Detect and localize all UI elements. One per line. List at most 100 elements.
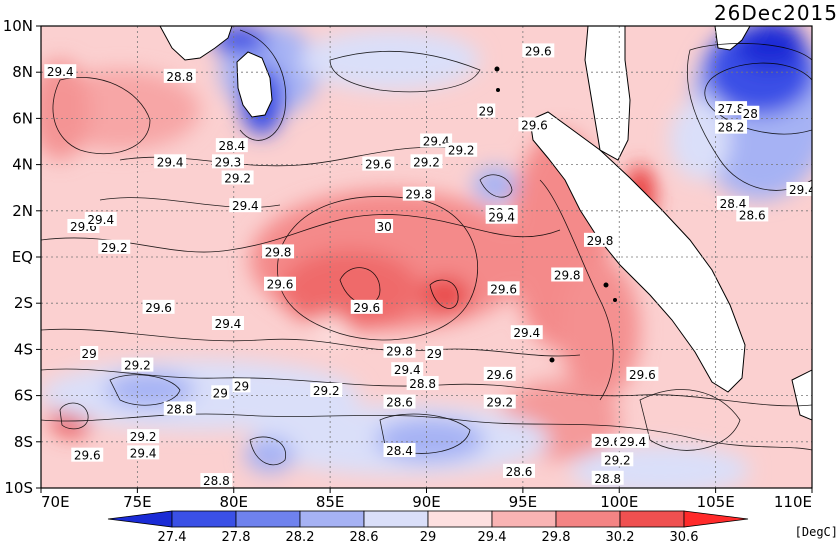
colorbar-segment <box>235 510 301 528</box>
colorbar-label: 29.4 <box>478 530 507 545</box>
svg-text:29.4: 29.4 <box>130 446 157 460</box>
svg-text:28.8: 28.8 <box>409 377 436 391</box>
colorbar-label: 30.6 <box>670 530 699 545</box>
contour-label: 29.6 <box>591 433 624 449</box>
contour-label: 29.2 <box>127 429 160 444</box>
lat-tick-label: 10S <box>4 479 33 497</box>
colorbar-label: 28.2 <box>286 530 315 545</box>
contour-label: 29.6 <box>626 366 659 382</box>
contour-label: 29.4 <box>211 315 244 331</box>
contour-label: 29 <box>80 346 99 361</box>
lat-tick-label: 2S <box>14 294 33 312</box>
svg-text:28: 28 <box>743 107 758 121</box>
contour-label: 29.6 <box>142 299 175 315</box>
svg-text:29: 29 <box>213 386 228 400</box>
contour-label: 29.2 <box>445 142 478 158</box>
colorbar-label: 30.2 <box>606 530 635 545</box>
colorbar-label: 27.4 <box>158 530 187 545</box>
contour-label: 29.6 <box>522 43 555 58</box>
lat-tick-label: 6N <box>12 109 33 127</box>
svg-text:28.6: 28.6 <box>739 208 766 222</box>
contour-label: 29.8 <box>551 267 584 282</box>
contour-label: 29.4 <box>510 325 543 340</box>
colorbar-segment <box>427 510 493 528</box>
contour-label: 29.6 <box>483 366 516 382</box>
contour-label: 29.2 <box>410 154 443 169</box>
colorbar-segment <box>491 510 557 528</box>
contour-label: 29.4 <box>229 198 262 213</box>
contour-label: 29.4 <box>485 209 518 225</box>
contour-label: 29.2 <box>98 239 131 255</box>
svg-text:28.8: 28.8 <box>203 474 230 488</box>
colorbar-label: 28.6 <box>350 530 379 545</box>
svg-text:28.8: 28.8 <box>594 472 621 486</box>
svg-text:29.4: 29.4 <box>87 213 114 227</box>
colorbar-segment <box>683 510 749 528</box>
contour-label: 29 <box>425 346 444 361</box>
svg-text:29: 29 <box>234 379 249 393</box>
svg-text:29.6: 29.6 <box>629 368 656 382</box>
contour-label: 30 <box>375 218 394 234</box>
contour-label: 29.6 <box>518 117 551 132</box>
lon-tick-label: 85E <box>316 493 345 511</box>
svg-text:29.4: 29.4 <box>47 65 74 79</box>
lon-tick-label: 95E <box>509 493 538 511</box>
svg-text:28.8: 28.8 <box>166 402 193 416</box>
contour-label: 29.6 <box>487 281 520 296</box>
contour-label: 28.8 <box>200 473 233 488</box>
contour-label: 29.4 <box>391 362 424 377</box>
colorbar-segment <box>107 510 173 528</box>
contour-label: 29.8 <box>583 232 616 248</box>
contour-label: 28.6 <box>383 394 416 410</box>
contour-label: 28.4 <box>215 138 248 153</box>
svg-text:28.2: 28.2 <box>718 121 745 135</box>
contour-label: 28 <box>741 105 760 121</box>
svg-text:29.6: 29.6 <box>486 368 513 382</box>
contour-label: 29.6 <box>350 299 383 315</box>
contour-label: 28.6 <box>736 207 769 222</box>
contour-value-labels: 29.4 28.828.429.329.229.429.429.629.429.2… <box>44 43 812 488</box>
svg-text:29.4: 29.4 <box>488 211 515 225</box>
svg-text:29: 29 <box>479 104 494 118</box>
svg-text:28.4: 28.4 <box>720 197 747 211</box>
java-coast <box>791 369 812 421</box>
contour-label: 29.4 <box>84 212 117 227</box>
svg-text:29.8: 29.8 <box>554 268 581 282</box>
svg-text:28.6: 28.6 <box>506 465 533 479</box>
svg-text:29.3: 29.3 <box>215 155 242 169</box>
svg-text:29.2: 29.2 <box>224 171 251 185</box>
svg-text:29.2: 29.2 <box>101 241 128 255</box>
contour-label: 29.6 <box>71 447 104 463</box>
colorbar-segment <box>171 510 237 528</box>
contour-label: 27.8 <box>715 101 748 116</box>
contour-label: 29.2 <box>221 170 254 185</box>
svg-text:27.8: 27.8 <box>718 102 745 116</box>
svg-text:29.6: 29.6 <box>145 301 172 315</box>
contour-label: 29.8 <box>383 343 416 359</box>
svg-text:29.2: 29.2 <box>413 155 440 169</box>
contour-label: 29.6 <box>362 156 395 172</box>
svg-text:29.2: 29.2 <box>604 453 631 467</box>
contour-label: 29.4 <box>420 133 453 149</box>
lon-tick-label: 100E <box>600 493 638 511</box>
svg-text:29.8: 29.8 <box>265 245 292 259</box>
contour-label: 29.2 <box>601 452 634 467</box>
lat-tick-label: 4S <box>14 340 33 358</box>
longitude-axis: 70E 75E 80E 85E 90E 95E 100E 105E 110E <box>40 488 813 511</box>
land-masses <box>159 26 812 421</box>
contour-label: 29.3 <box>211 154 244 169</box>
svg-text:29.6: 29.6 <box>74 449 101 463</box>
colorbar-segment <box>299 510 365 528</box>
sri-lanka <box>236 51 273 118</box>
colorbar-label: 27.8 <box>222 530 251 545</box>
unit-label: [DegC] <box>795 525 838 539</box>
svg-text:29.2: 29.2 <box>124 359 151 373</box>
lon-tick-label: 80E <box>219 493 248 511</box>
contour-label: 29.4 <box>127 445 160 460</box>
colorbar: 27.4 27.8 28.2 28.6 29 29.4 29.8 30.2 30.6 <box>107 510 749 545</box>
contour-label: 29.4 <box>616 433 649 449</box>
svg-text:30: 30 <box>376 220 391 234</box>
india-coast <box>159 26 233 61</box>
contour-label: 29.2 <box>483 394 516 410</box>
colorbar-label: 29 <box>420 530 437 545</box>
